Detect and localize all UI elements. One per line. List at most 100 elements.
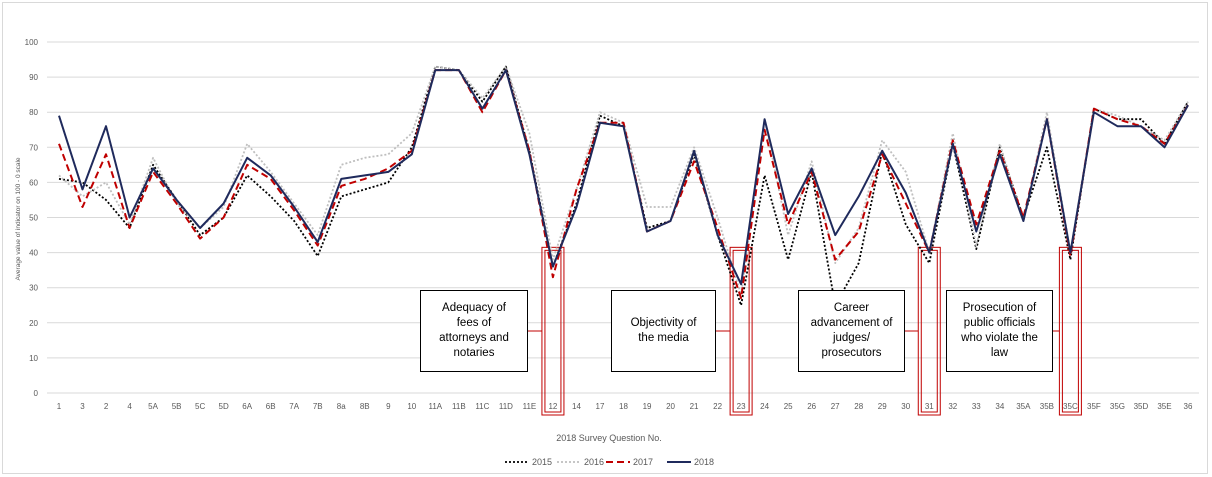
annotation-line: Career bbox=[833, 302, 870, 314]
series-line-2016 bbox=[58, 65, 1189, 296]
annotation-box-23: Objectivity of the media bbox=[611, 290, 716, 372]
x-tick-label-35a: 35A bbox=[1016, 402, 1031, 411]
annotation-line: judges/ bbox=[832, 332, 871, 344]
annotation-box-31: Career advancement of judges/prosecutors bbox=[798, 290, 905, 372]
x-tick-label-2: 2 bbox=[104, 402, 109, 411]
x-tick-label-31: 31 bbox=[925, 402, 934, 411]
x-tick-label-33: 33 bbox=[972, 402, 981, 411]
x-tick-label-7b: 7B bbox=[313, 402, 323, 411]
annotation-line: fees of bbox=[456, 317, 492, 329]
x-tick-label-7a: 7A bbox=[289, 402, 299, 411]
annotation-text: Objectivity of the media bbox=[631, 316, 697, 346]
x-tick-label-32: 32 bbox=[948, 402, 957, 411]
y-tick-label-0: 0 bbox=[34, 389, 39, 398]
series-line-2018 bbox=[58, 69, 1189, 286]
x-tick-label-8b: 8B bbox=[360, 402, 370, 411]
x-tick-label-8a: 8a bbox=[337, 402, 346, 411]
annotation-line: Prosecution of bbox=[962, 302, 1037, 314]
x-tick-label-10: 10 bbox=[407, 402, 416, 411]
y-tick-label-80: 80 bbox=[29, 108, 38, 117]
highlight-box-inner-23 bbox=[732, 249, 750, 413]
highlight-box-inner-31 bbox=[920, 249, 938, 413]
x-tick-label-14: 14 bbox=[572, 402, 581, 411]
x-tick-label-35b: 35B bbox=[1040, 402, 1054, 411]
y-tick-label-100: 100 bbox=[25, 38, 39, 47]
gridlines bbox=[47, 41, 1199, 394]
y-tick-label-60: 60 bbox=[29, 178, 38, 187]
series-line-2015 bbox=[58, 65, 1189, 307]
x-tick-label-11e: 11E bbox=[523, 402, 537, 411]
legend-label-2016: 2016 bbox=[584, 457, 604, 467]
x-tick-label-35e: 35E bbox=[1157, 402, 1171, 411]
x-tick-label-30: 30 bbox=[901, 402, 910, 411]
x-tick-label-35c: 35C bbox=[1063, 402, 1078, 411]
x-tick-label-23: 23 bbox=[737, 402, 746, 411]
legend-label-2018: 2018 bbox=[694, 457, 714, 467]
annotation-box-35c: Prosecution of public officials who violat… bbox=[946, 290, 1053, 372]
series-lines bbox=[58, 65, 1189, 307]
x-tick-label-19: 19 bbox=[643, 402, 652, 411]
annotation-line: advancement of bbox=[810, 317, 893, 329]
annotation-line: notaries bbox=[453, 347, 495, 359]
x-tick-label-1: 1 bbox=[57, 402, 62, 411]
x-tick-label-3: 3 bbox=[80, 402, 85, 411]
highlight-box-inner-12 bbox=[544, 249, 562, 413]
x-tick-label-4: 4 bbox=[127, 402, 132, 411]
annotation-text: Career advancement of judges/prosecutors bbox=[811, 301, 893, 361]
x-tick-label-27: 27 bbox=[831, 402, 840, 411]
highlight-box-inner-35c bbox=[1061, 249, 1079, 413]
annotation-line: who violate the bbox=[961, 332, 1038, 344]
x-tick-label-12: 12 bbox=[548, 402, 557, 411]
x-tick-label-28: 28 bbox=[854, 402, 863, 411]
x-tick-label-11c: 11C bbox=[475, 402, 489, 411]
x-tick-labels: 1 3 2 4 5A 5B 5C 5D 6A 6B 7A 7B 8a 8B 9 10 11A 11B 11C 11D 1… bbox=[57, 402, 1193, 411]
y-tick-label-70: 70 bbox=[29, 143, 38, 152]
x-tick-label-36: 36 bbox=[1184, 402, 1193, 411]
x-tick-label-35g: 35G bbox=[1110, 402, 1125, 411]
x-tick-label-11d: 11D bbox=[499, 402, 513, 411]
x-tick-label-29: 29 bbox=[878, 402, 887, 411]
y-axis-title: Average value of indicator on 100 - 0 sc… bbox=[15, 157, 22, 280]
x-axis-title: 2018 Survey Question No. bbox=[556, 433, 662, 443]
x-tick-label-22: 22 bbox=[713, 402, 722, 411]
annotation-line: public officials bbox=[963, 317, 1036, 329]
x-tick-label-5a: 5A bbox=[148, 402, 158, 411]
y-tick-labels: 0 10 20 30 40 50 60 70 80 90 100 bbox=[25, 38, 39, 398]
y-tick-label-40: 40 bbox=[29, 249, 38, 258]
x-tick-label-11a: 11A bbox=[429, 402, 443, 411]
y-tick-label-20: 20 bbox=[29, 319, 38, 328]
x-tick-label-6b: 6B bbox=[266, 402, 276, 411]
annotation-line: attorneys and bbox=[439, 332, 509, 344]
x-tick-label-5c: 5C bbox=[195, 402, 205, 411]
annotation-box-12: Adequacy of fees of attorneys and notaries bbox=[420, 290, 528, 372]
x-tick-label-24: 24 bbox=[760, 402, 769, 411]
x-tick-label-21: 21 bbox=[690, 402, 699, 411]
x-tick-label-5d: 5D bbox=[219, 402, 229, 411]
legend: 2015 2016 2017 2018 bbox=[505, 457, 714, 467]
annotation-line: prosecutors bbox=[821, 347, 882, 359]
x-tick-label-20: 20 bbox=[666, 402, 675, 411]
legend-label-2015: 2015 bbox=[532, 457, 552, 467]
annotation-line: Objectivity of bbox=[630, 317, 697, 329]
annotation-text: Prosecution of public officials who violat… bbox=[961, 301, 1038, 361]
x-tick-label-26: 26 bbox=[807, 402, 816, 411]
annotation-line: Adequacy of bbox=[442, 302, 506, 314]
x-tick-label-25: 25 bbox=[784, 402, 793, 411]
x-tick-label-9: 9 bbox=[386, 402, 391, 411]
x-tick-label-17: 17 bbox=[596, 402, 605, 411]
y-tick-label-50: 50 bbox=[29, 214, 38, 223]
series-line-2017 bbox=[58, 69, 1189, 300]
y-tick-label-10: 10 bbox=[29, 354, 38, 363]
annotation-line: the media bbox=[638, 332, 689, 344]
x-tick-label-34: 34 bbox=[995, 402, 1004, 411]
x-tick-label-11b: 11B bbox=[452, 402, 466, 411]
x-tick-label-35d: 35D bbox=[1134, 402, 1149, 411]
y-tick-label-30: 30 bbox=[29, 284, 38, 293]
legend-label-2017: 2017 bbox=[633, 457, 653, 467]
annotation-text: Adequacy of fees of attorneys and notaries bbox=[439, 301, 509, 361]
x-tick-label-6a: 6A bbox=[242, 402, 252, 411]
annotation-line: law bbox=[990, 347, 1009, 359]
x-tick-label-18: 18 bbox=[619, 402, 628, 411]
